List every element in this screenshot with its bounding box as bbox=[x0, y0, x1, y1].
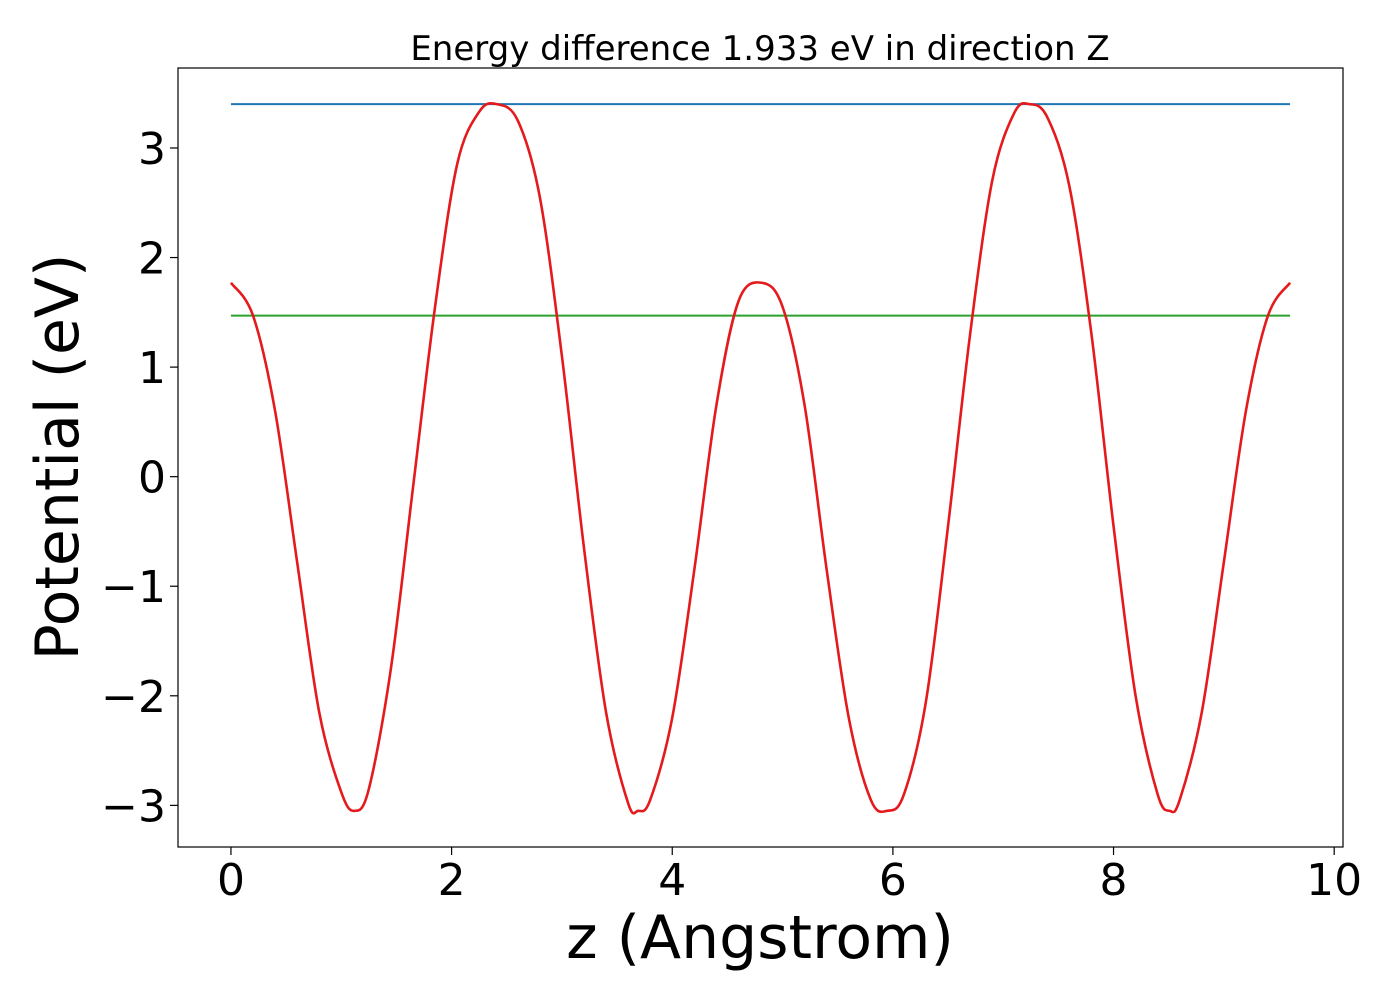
y-tick-label: −1 bbox=[101, 562, 166, 613]
y-tick-label: −3 bbox=[101, 781, 166, 832]
series-layer bbox=[229, 101, 1292, 815]
x-tick-label: 6 bbox=[879, 855, 907, 906]
plot-frame bbox=[177, 67, 1344, 848]
y-axis-ticks: −3 −2 −1 0 1 2 3 bbox=[101, 124, 178, 832]
x-tick-label: 4 bbox=[658, 855, 686, 906]
y-tick-label: 3 bbox=[138, 124, 166, 175]
x-tick-label: 10 bbox=[1306, 855, 1362, 906]
y-tick-label: −2 bbox=[101, 672, 166, 723]
x-axis-ticks: 0 2 4 6 8 10 bbox=[217, 847, 1362, 906]
x-axis-label: z (Angstrom) bbox=[566, 903, 954, 973]
y-tick-label: 2 bbox=[138, 234, 166, 285]
y-tick-label: 0 bbox=[138, 453, 166, 504]
series-line-red bbox=[229, 101, 1292, 815]
chart-title: Energy difference 1.933 eV in direction … bbox=[410, 29, 1109, 69]
y-tick-label: 1 bbox=[138, 343, 166, 394]
y-axis-label: Potential (eV) bbox=[23, 254, 93, 661]
x-tick-label: 8 bbox=[1100, 855, 1128, 906]
x-tick-label: 0 bbox=[217, 855, 245, 906]
x-tick-label: 2 bbox=[438, 855, 466, 906]
